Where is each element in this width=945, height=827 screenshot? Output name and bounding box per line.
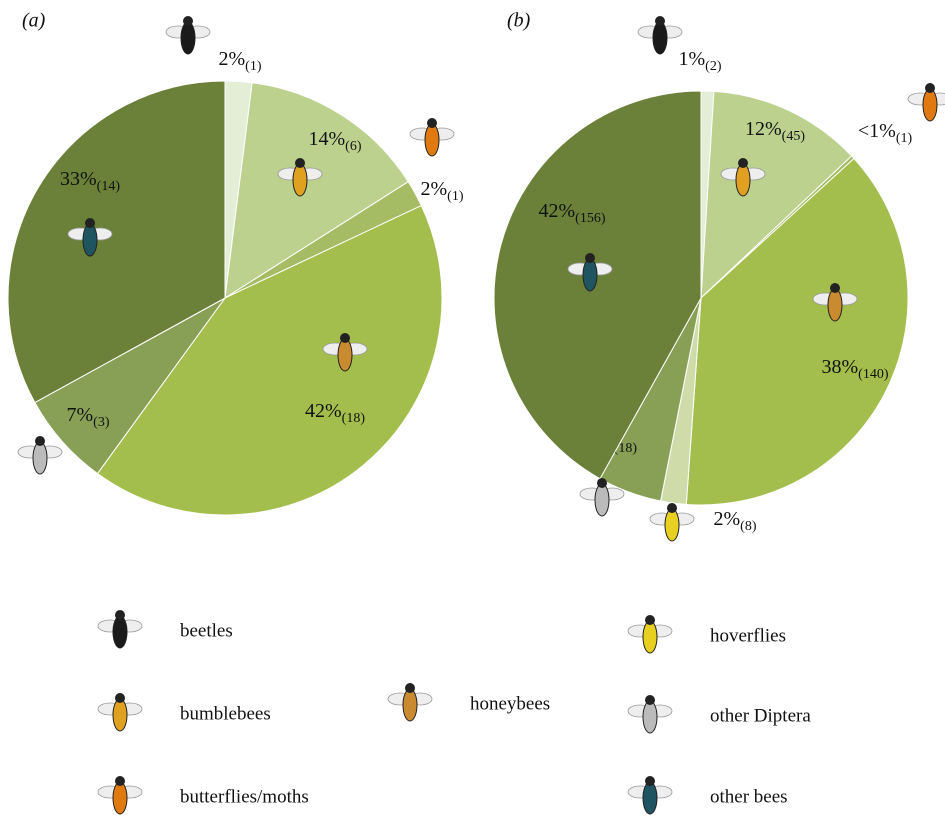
slice-label: <1%(1) — [858, 120, 913, 147]
body — [583, 259, 597, 291]
head — [645, 776, 655, 786]
head — [738, 158, 748, 168]
slice-label: 2%(1) — [421, 178, 464, 205]
insect-icon — [388, 683, 432, 721]
count-label: (18) — [342, 411, 366, 426]
head — [925, 83, 935, 93]
slice-label: 2%(1) — [219, 48, 262, 75]
body — [113, 616, 127, 648]
count-label: (156) — [575, 211, 606, 226]
percent-label: 38% — [822, 356, 859, 378]
head — [85, 218, 95, 228]
slice-label: 2%(8) — [714, 508, 757, 535]
head — [340, 333, 350, 343]
legend-label: bumblebees — [180, 703, 271, 724]
legend-label: honeybees — [470, 693, 550, 714]
body — [83, 224, 97, 256]
head — [655, 16, 665, 26]
body — [643, 701, 657, 733]
legend-label: butterflies/moths — [180, 786, 309, 807]
body — [653, 22, 667, 54]
panel-label: (a) — [22, 10, 46, 32]
count-label: (1) — [447, 189, 464, 204]
percent-label: 42% — [305, 400, 342, 422]
percent-label: 7% — [67, 404, 94, 426]
body — [643, 621, 657, 653]
figure: (a) (b) 2%(1)14%(6)2%(1)42%(18)7%(3)33%(… — [0, 0, 945, 827]
head — [183, 16, 193, 26]
insect-icon — [650, 503, 694, 541]
insect-icon — [628, 615, 672, 653]
body — [665, 509, 679, 541]
body — [403, 689, 417, 721]
count-label: (3) — [93, 415, 110, 430]
head — [585, 253, 595, 263]
percent-label: <1% — [858, 120, 896, 142]
insect-icon — [98, 693, 142, 731]
count-label: (1) — [245, 59, 262, 74]
insect-icon — [908, 83, 945, 121]
head — [645, 615, 655, 625]
head — [115, 776, 125, 786]
head — [35, 436, 45, 446]
percent-label: 12% — [745, 118, 782, 140]
insect-icon — [628, 776, 672, 814]
legend-label: other Diptera — [710, 705, 811, 726]
body — [181, 22, 195, 54]
body — [425, 124, 439, 156]
head — [115, 610, 125, 620]
count-label: (140) — [858, 367, 889, 382]
body — [33, 442, 47, 474]
count-label: (2) — [705, 59, 722, 74]
percent-label: 2% — [219, 48, 246, 70]
body — [923, 89, 937, 121]
head — [115, 693, 125, 703]
percent-label: 42% — [539, 200, 576, 222]
body — [828, 289, 842, 321]
count-label: (8) — [740, 519, 757, 534]
body — [293, 164, 307, 196]
head — [667, 503, 677, 513]
insect-icon — [638, 16, 682, 54]
count-label: (6) — [345, 139, 362, 154]
body — [113, 782, 127, 814]
body — [643, 782, 657, 814]
body — [338, 339, 352, 371]
percent-label: 1% — [679, 48, 706, 70]
count-label: (45) — [782, 129, 806, 144]
body — [595, 484, 609, 516]
legend-label: hoverflies — [710, 625, 786, 646]
percent-label: 14% — [309, 128, 346, 150]
insect-icon — [98, 610, 142, 648]
slice-label: 1%(2) — [679, 48, 722, 75]
insect-icon — [18, 436, 62, 474]
percent-label: 2% — [714, 508, 741, 530]
head — [645, 695, 655, 705]
head — [295, 158, 305, 168]
legend-label: beetles — [180, 620, 233, 641]
count-label: (1) — [896, 131, 913, 146]
insect-icon — [98, 776, 142, 814]
panel-label: (b) — [507, 10, 531, 32]
body — [736, 164, 750, 196]
insect-icon — [628, 695, 672, 733]
percent-label: 33% — [60, 168, 97, 190]
insect-icon — [166, 16, 210, 54]
head — [405, 683, 415, 693]
count-label: (14) — [97, 179, 121, 194]
head — [597, 478, 607, 488]
legend-label: other bees — [710, 786, 788, 807]
head — [427, 118, 437, 128]
body — [113, 699, 127, 731]
percent-label: 2% — [421, 178, 448, 200]
insect-icon — [410, 118, 454, 156]
head — [830, 283, 840, 293]
